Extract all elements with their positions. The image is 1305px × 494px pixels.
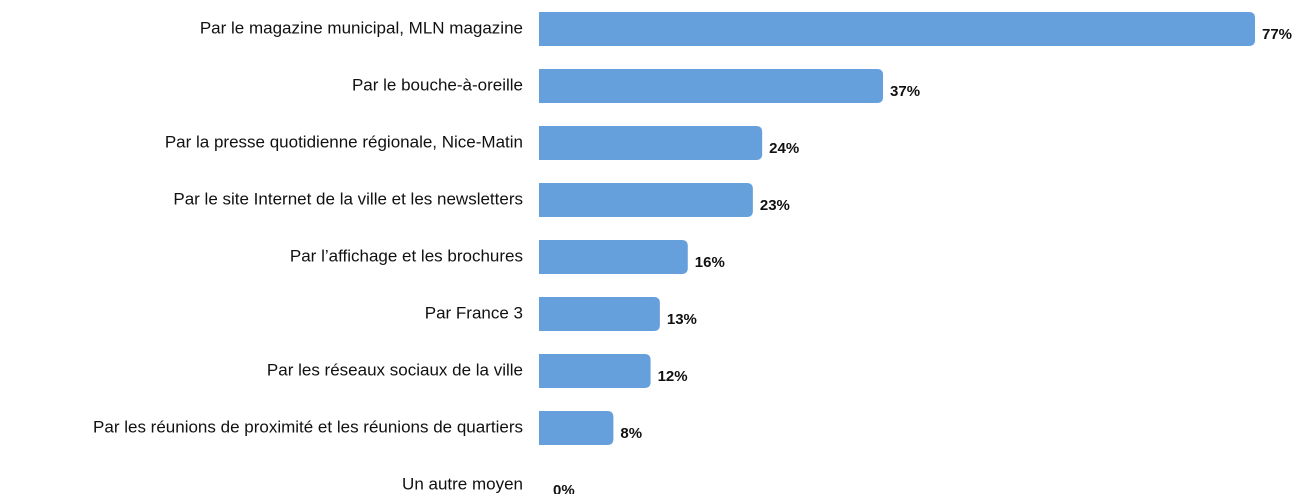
category-label: Par l’affichage et les brochures <box>290 246 523 265</box>
category-label: Par le bouche-à-oreille <box>352 75 523 94</box>
value-label: 23% <box>760 197 790 214</box>
bar <box>539 411 614 445</box>
category-label: Par les réseaux sociaux de la ville <box>267 360 523 379</box>
category-label: Par le site Internet de la ville et les … <box>173 189 523 208</box>
value-label: 24% <box>769 140 799 157</box>
value-label: 12% <box>658 368 688 385</box>
category-label: Par les réunions de proximité et les réu… <box>93 417 523 436</box>
category-label: Par France 3 <box>425 303 523 322</box>
value-label: 77% <box>1262 26 1292 43</box>
value-label: 13% <box>667 311 697 328</box>
category-label: Un autre moyen <box>402 474 523 493</box>
value-label: 0% <box>553 482 575 494</box>
bar <box>539 12 1255 46</box>
bar <box>539 354 651 388</box>
bar <box>539 240 688 274</box>
bar <box>539 183 753 217</box>
bar <box>539 126 763 160</box>
bar <box>539 69 884 103</box>
category-label: Par le magazine municipal, MLN magazine <box>200 18 523 37</box>
value-label: 8% <box>620 425 642 442</box>
bar <box>539 297 660 331</box>
value-label: 37% <box>890 83 920 100</box>
value-label: 16% <box>695 254 725 271</box>
category-label: Par la presse quotidienne régionale, Nic… <box>165 132 523 151</box>
